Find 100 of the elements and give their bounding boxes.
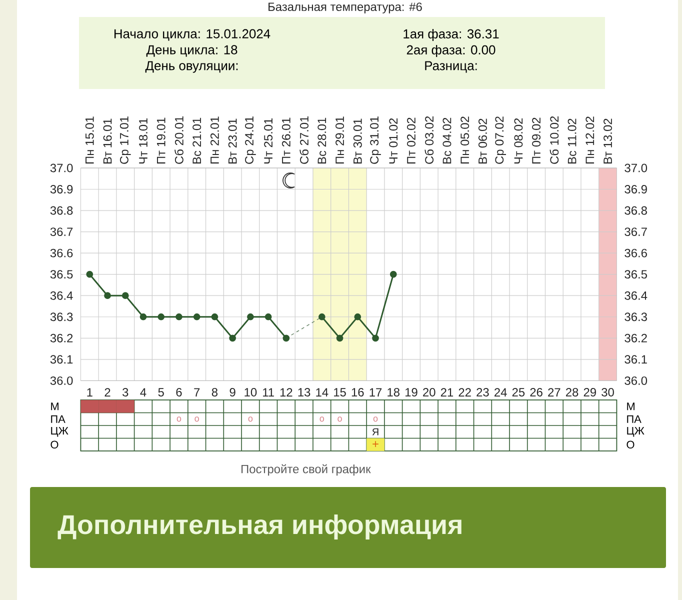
x-tick-label: 7 [194, 388, 200, 396]
text: o [176, 416, 182, 422]
x-tick-label: 11 [263, 388, 274, 396]
x-tick-label: Пн 22.01 [210, 116, 219, 164]
text: Начало цикла: 15.01.2024 [114, 29, 270, 41]
point [158, 313, 165, 320]
x-tick-label: Пн 15.01 [85, 116, 94, 164]
x-tick-label: 5 [158, 388, 164, 396]
text: Я [372, 428, 378, 436]
x-tick-label: Пт 09.02 [532, 118, 541, 164]
text: + [372, 441, 378, 448]
x-tick-label: 18 [388, 388, 400, 396]
x-tick-label: 25 [512, 388, 525, 396]
point [390, 270, 397, 278]
y-tick-label: 36.6 [50, 248, 73, 258]
text: o [194, 416, 199, 422]
x-tick-label: 17 [370, 388, 382, 396]
x-tick-label: Вт 23.01 [228, 118, 237, 164]
point [336, 334, 344, 342]
x-tick-label: 4 [140, 388, 146, 396]
point [140, 313, 147, 320]
x-tick-label: 26 [530, 388, 542, 396]
x-tick-label: Пт 26.01 [282, 118, 290, 164]
text: Разница: [425, 61, 477, 73]
point [282, 334, 290, 342]
x-tick-label: 16 [352, 388, 364, 396]
point [104, 292, 111, 300]
x-tick-label: Вс 11.02 [568, 118, 576, 164]
x-tick-label: 29 [584, 388, 596, 396]
y-tick-label: 36.5 [50, 270, 73, 279]
point [176, 313, 182, 320]
point [193, 313, 200, 320]
x-tick-label: 10 [244, 388, 257, 396]
x-tick-label: Чт 08.02 [514, 118, 523, 164]
x-tick-label: 14 [316, 388, 328, 396]
x-tick-label: 3 [122, 388, 128, 396]
x-tick-label: 8 [212, 388, 218, 396]
x-tick-label: 1 [87, 388, 92, 396]
x-tick-label: Вт 13.02 [604, 118, 612, 164]
x-tick-label: Вт 06.02 [478, 118, 487, 164]
y-tick-label: 36.0 [50, 376, 73, 385]
x-tick-label: Вт 30.01 [353, 118, 362, 164]
point [122, 292, 129, 300]
x-tick-label: Сб 03.02 [424, 116, 434, 164]
x-tick-label: Сб 20.01 [174, 116, 184, 164]
y-tick-label: 36.7 [50, 228, 73, 236]
x-tick-label: 9 [230, 388, 236, 396]
text: День цикла: 18 [146, 45, 238, 57]
y-tick-label: 36.8 [50, 206, 73, 215]
x-tick-label: Пн 29.01 [336, 116, 344, 164]
x-tick-label: Пн 05.02 [460, 116, 470, 164]
x-tick-label: 24 [494, 388, 507, 396]
point [318, 313, 326, 320]
text: 2ая фаза: 0.00 [406, 44, 496, 58]
y-tick-label: О [626, 440, 634, 448]
x-tick-label: 12 [280, 388, 292, 396]
x-tick-label: Ср 07.02 [495, 116, 506, 164]
y-tick-label: 36.2 [50, 334, 73, 342]
x-tick-label: Вт 16.01 [103, 118, 112, 164]
x-tick-label: Вс 21.01 [192, 118, 202, 164]
x-tick-label: 19 [406, 388, 418, 396]
point [229, 334, 236, 342]
point [211, 313, 218, 320]
x-tick-label: 2 [104, 388, 110, 396]
x-tick-label: 21 [440, 388, 454, 396]
x-tick-label: 30 [602, 388, 614, 396]
x-tick-label: Пт 19.01 [156, 118, 166, 164]
x-tick-label: Вс 28.01 [318, 118, 326, 164]
point [247, 313, 254, 320]
x-tick-label: 27 [548, 388, 560, 396]
x-tick-label: Ср 17.01 [120, 116, 131, 164]
x-tick-label: Пт 02.02 [407, 118, 416, 164]
x-tick-label: 13 [298, 388, 310, 396]
x-tick-label: Пн 12.02 [586, 116, 594, 164]
y-tick-label: 37.0 [50, 164, 73, 172]
point [86, 270, 94, 278]
x-tick-label: Ср 31.01 [370, 116, 381, 164]
x-tick-label: 6 [176, 388, 182, 396]
x-tick-label: Чт 25.01 [264, 118, 273, 164]
y-tick-label: 36.9 [50, 185, 73, 194]
x-tick-label: Вс 04.02 [442, 118, 452, 164]
x-tick-label: Чт 01.02 [389, 118, 398, 164]
text: o [373, 416, 378, 422]
text: o [338, 416, 342, 422]
x-tick-label: 28 [566, 388, 578, 396]
text: Постройте свой график [241, 464, 371, 476]
y-tick-label: ПА [627, 415, 642, 423]
x-tick-label: 15 [334, 388, 346, 396]
y-tick-label: ЦЖ [627, 427, 644, 437]
x-tick-label: Сб 27.01 [300, 116, 308, 164]
y-tick-label: 36.3 [50, 312, 73, 322]
text: 1ая фаза: 36.31 [404, 28, 499, 42]
y-tick-label: 36.4 [50, 291, 73, 300]
y-tick-label: 36.1 [50, 355, 73, 364]
text: Дополнительная информация [58, 514, 462, 540]
text: o [248, 416, 253, 422]
point [372, 334, 379, 342]
x-tick-label: Сб 10.02 [550, 116, 559, 164]
x-tick-label: 23 [476, 388, 489, 396]
chart-title: Базальная температура: #6 [268, 2, 422, 14]
